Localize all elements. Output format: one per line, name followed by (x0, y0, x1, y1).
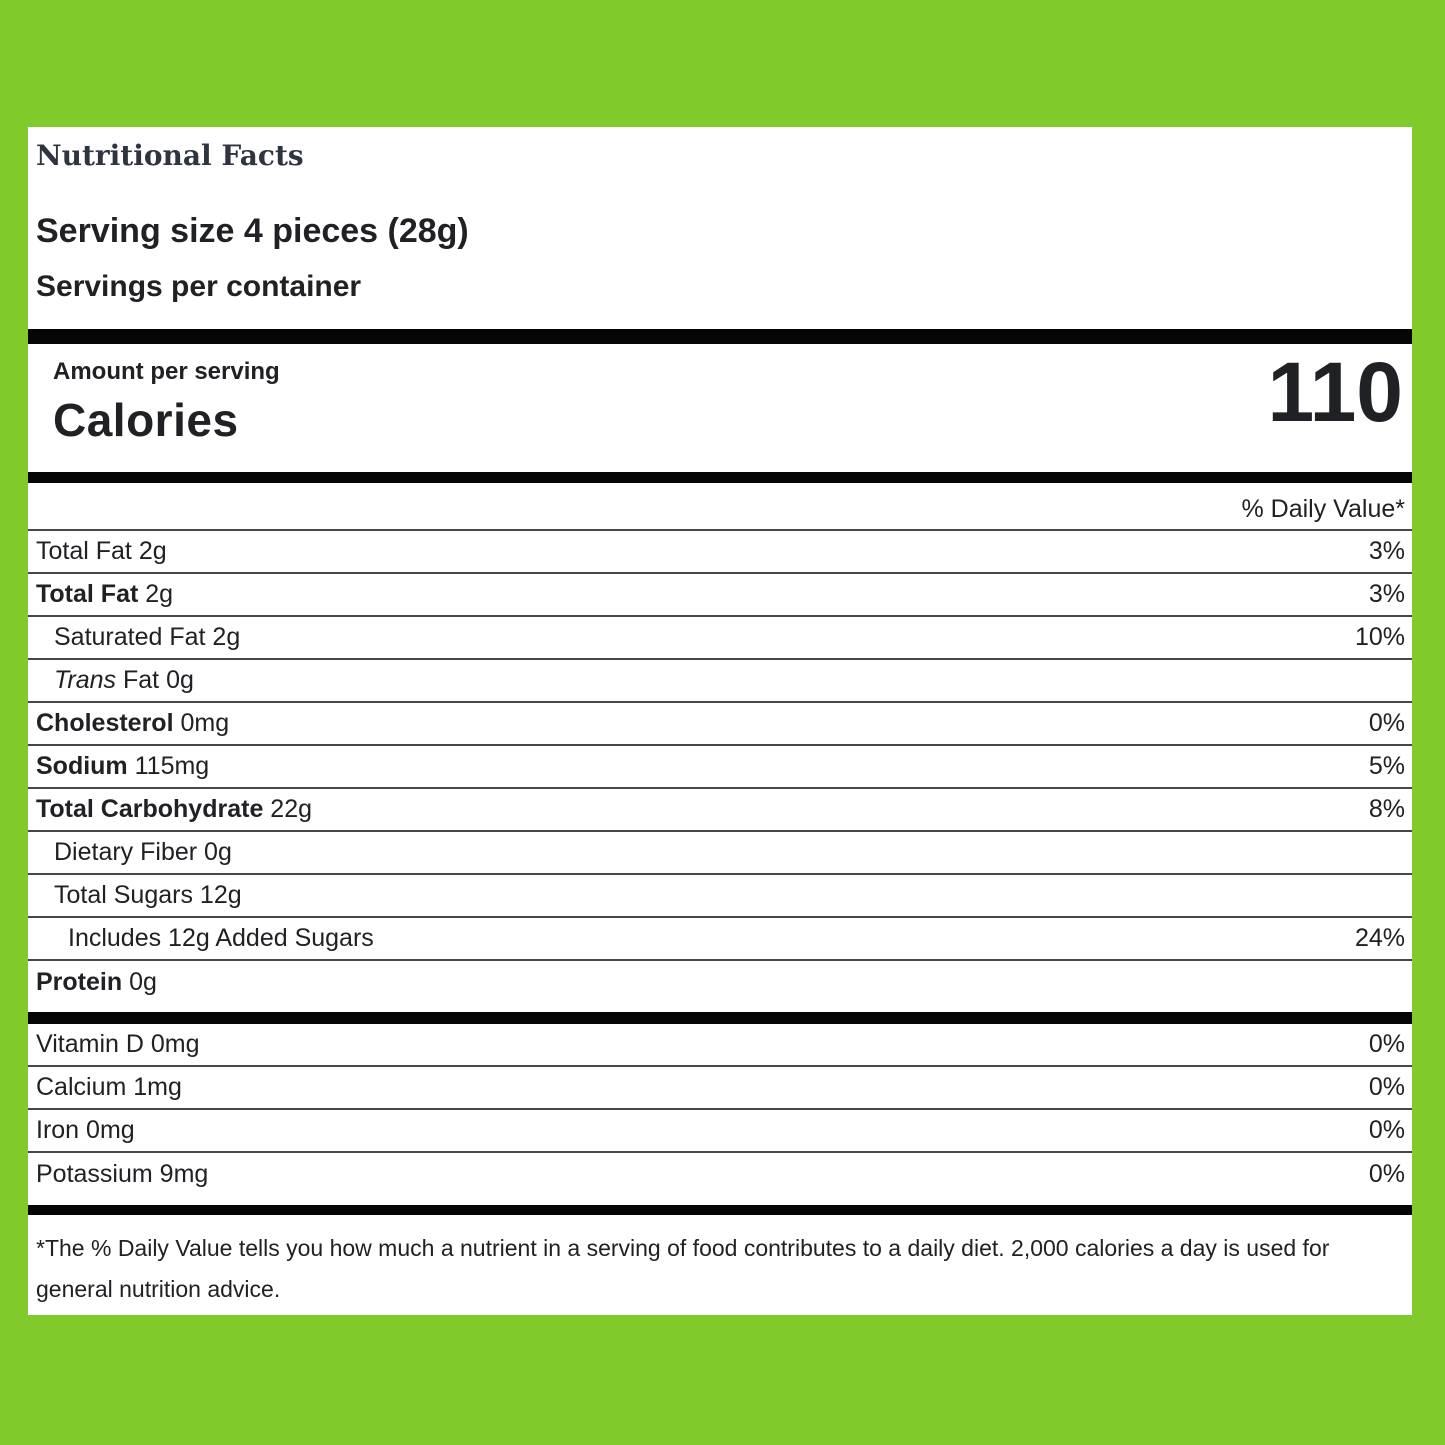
nutrient-row: Total Fat 2g 3% (28, 574, 1412, 617)
divider-thick-bottom (28, 1205, 1412, 1215)
nutrient-row: Calcium 1mg 0% (28, 1067, 1412, 1110)
nutrient-row: Potassium 9mg 0% (28, 1153, 1412, 1196)
nutrient-label: Dietary Fiber 0g (54, 838, 232, 866)
nutrition-facts-panel: Nutritional Facts Serving size 4 pieces … (28, 127, 1412, 1315)
daily-value-percent: 0% (1368, 1073, 1405, 1101)
nutrient-row: Total Sugars 12g (28, 875, 1412, 918)
daily-value-footnote: *The % Daily Value tells you how much a … (36, 1235, 1330, 1302)
label-title: Nutritional Facts (36, 139, 304, 172)
servings-per-container-text: Servings per container (36, 270, 362, 303)
nutrient-row: Dietary Fiber 0g (28, 832, 1412, 875)
calories-label: Calories (53, 394, 239, 446)
nutrient-label: Vitamin D 0mg (36, 1030, 200, 1058)
nutrient-label: Trans Fat 0g (54, 666, 194, 694)
nutrient-name: Vitamin D (36, 1030, 144, 1058)
nutrient-label: Protein 0g (36, 968, 157, 996)
daily-value-percent: 8% (1368, 795, 1405, 823)
daily-value-percent: 5% (1368, 752, 1405, 780)
daily-value-percent: 10% (1354, 623, 1405, 651)
nutrient-label: Total Sugars 12g (54, 881, 242, 909)
daily-value-percent: 3% (1368, 580, 1405, 608)
calories-value: 110 (1267, 345, 1403, 439)
daily-value-percent: 0% (1368, 1116, 1405, 1144)
nutrient-row: Vitamin D 0mg 0% (28, 1024, 1412, 1067)
nutrient-row: Total Fat 2g 3% (28, 531, 1412, 574)
daily-value-percent: 0% (1368, 1160, 1405, 1188)
nutrient-name: Dietary Fiber (54, 838, 198, 866)
nutrient-name: Includes 12g Added Sugars (68, 924, 374, 952)
nutrient-row: Saturated Fat 2g 10% (28, 617, 1412, 660)
nutrient-name: Potassium (36, 1160, 153, 1188)
nutrient-row: Total Carbohydrate 22g 8% (28, 789, 1412, 832)
nutrient-name: Total Fat (36, 537, 132, 565)
nutrient-name: Sodium (36, 752, 128, 780)
daily-value-percent: 0% (1368, 709, 1405, 737)
nutrient-name: Saturated Fat (54, 623, 206, 651)
daily-value-percent: 24% (1354, 924, 1405, 952)
nutrient-name: Cholesterol (36, 709, 174, 737)
nutrient-row: Sodium 115mg 5% (28, 746, 1412, 789)
nutrient-label: Iron 0mg (36, 1116, 135, 1144)
divider-thick-protein (28, 1012, 1412, 1024)
nutrient-name: Trans (54, 666, 117, 694)
serving-size-text: Serving size 4 pieces (28g) (36, 212, 469, 250)
calories-section: Amount per serving Calories 110 (28, 344, 1412, 472)
nutrient-rows-table: Total Fat 2g 3% Total Fat 2g 3% Saturated Fa… (28, 531, 1412, 1004)
nutrient-name: Protein (36, 968, 123, 996)
nutrient-label: Cholesterol 0mg (36, 709, 230, 737)
nutrient-label: Saturated Fat 2g (54, 623, 241, 651)
divider-thick-calories (28, 472, 1412, 483)
daily-value-header: % Daily Value* (28, 483, 1412, 531)
amount-per-serving-label: Amount per serving (53, 358, 280, 385)
nutrient-name: Iron (36, 1116, 80, 1144)
nutrient-name: Total Sugars (54, 881, 193, 909)
nutrient-label: Total Fat 2g (36, 580, 174, 608)
nutrient-label: Potassium 9mg (36, 1160, 209, 1188)
nutrient-label: Includes 12g Added Sugars (68, 924, 374, 953)
nutrient-row: Protein 0g (28, 961, 1412, 1004)
nutrient-label: Sodium 115mg (36, 752, 210, 780)
daily-value-percent: 0% (1368, 1030, 1405, 1058)
nutrient-row: Cholesterol 0mg 0% (28, 703, 1412, 746)
nutrient-label: Calcium 1mg (36, 1073, 182, 1101)
daily-value-percent: 3% (1368, 537, 1405, 565)
nutrient-name: Total Fat (36, 580, 139, 608)
divider-thick-top (28, 329, 1412, 344)
nutrient-name: Total Carbohydrate (36, 795, 264, 823)
nutrient-row: Includes 12g Added Sugars 24% (28, 918, 1412, 961)
nutrient-name: Calcium (36, 1073, 127, 1101)
vitamin-rows-table: Vitamin D 0mg 0% Calcium 1mg 0% Iron 0mg 0% Po… (28, 1024, 1412, 1196)
nutrient-label: Total Carbohydrate 22g (36, 795, 313, 823)
nutrient-label: Total Fat 2g (36, 537, 167, 565)
nutrient-row: Trans Fat 0g (28, 660, 1412, 703)
nutrient-row: Iron 0mg 0% (28, 1110, 1412, 1153)
